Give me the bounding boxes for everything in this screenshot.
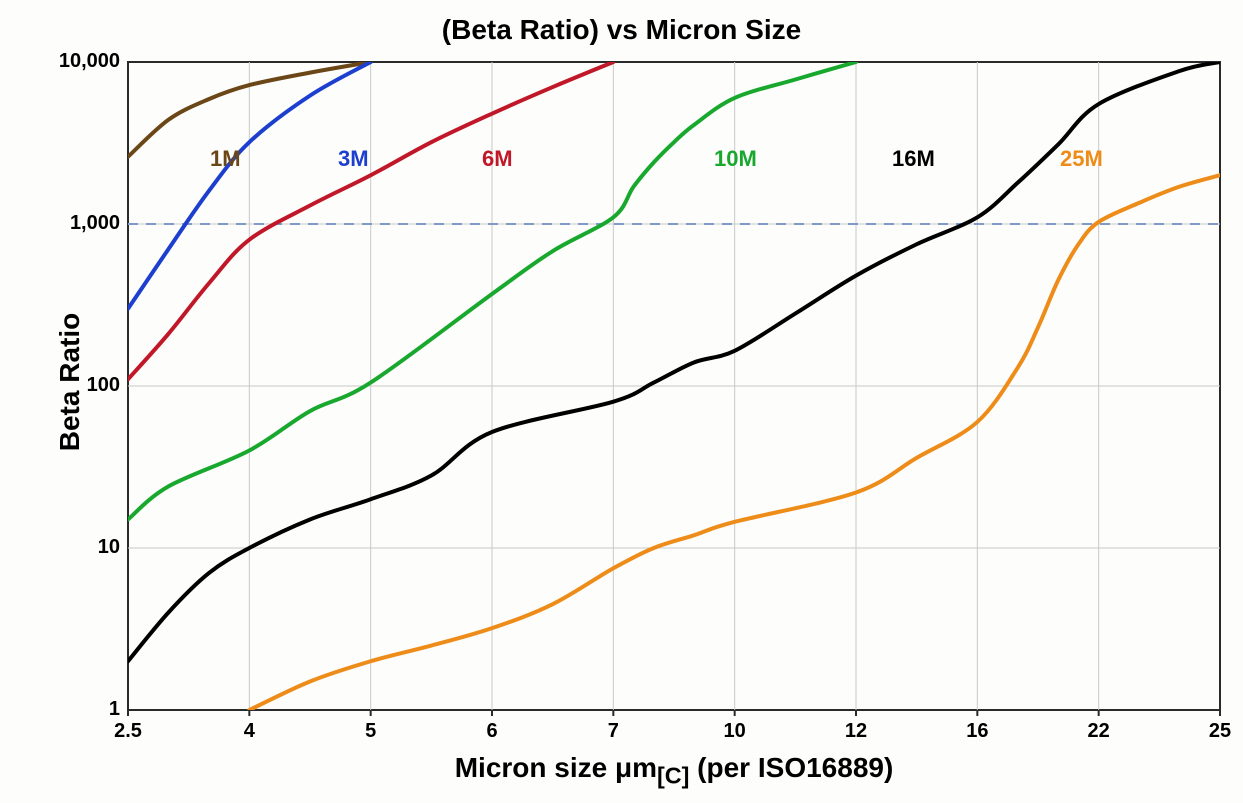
series-label-6M: 6M	[482, 146, 513, 172]
x-tick-label: 25	[1190, 720, 1243, 743]
series-label-25M: 25M	[1060, 146, 1103, 172]
x-tick-label: 6	[462, 720, 522, 743]
x-tick-label: 10	[705, 720, 765, 743]
y-tick-label: 100	[87, 374, 120, 397]
x-tick-label: 2.5	[98, 720, 158, 743]
series-16M	[128, 62, 1220, 661]
series-label-10M: 10M	[714, 146, 757, 172]
y-tick-label: 10,000	[59, 50, 120, 73]
series-label-3M: 3M	[338, 146, 369, 172]
x-tick-label: 5	[341, 720, 401, 743]
chart-container: (Beta Ratio) vs Micron Size Beta Ratio M…	[0, 0, 1243, 803]
chart-svg	[0, 0, 1243, 803]
series-label-1M: 1M	[210, 146, 241, 172]
y-tick-label: 10	[98, 536, 120, 559]
x-tick-label: 22	[1069, 720, 1129, 743]
x-tick-label: 4	[219, 720, 279, 743]
y-tick-label: 1,000	[70, 212, 120, 235]
x-tick-label: 16	[947, 720, 1007, 743]
series-label-16M: 16M	[892, 146, 935, 172]
x-tick-label: 12	[826, 720, 886, 743]
x-tick-label: 7	[583, 720, 643, 743]
y-tick-label: 1	[109, 698, 120, 721]
